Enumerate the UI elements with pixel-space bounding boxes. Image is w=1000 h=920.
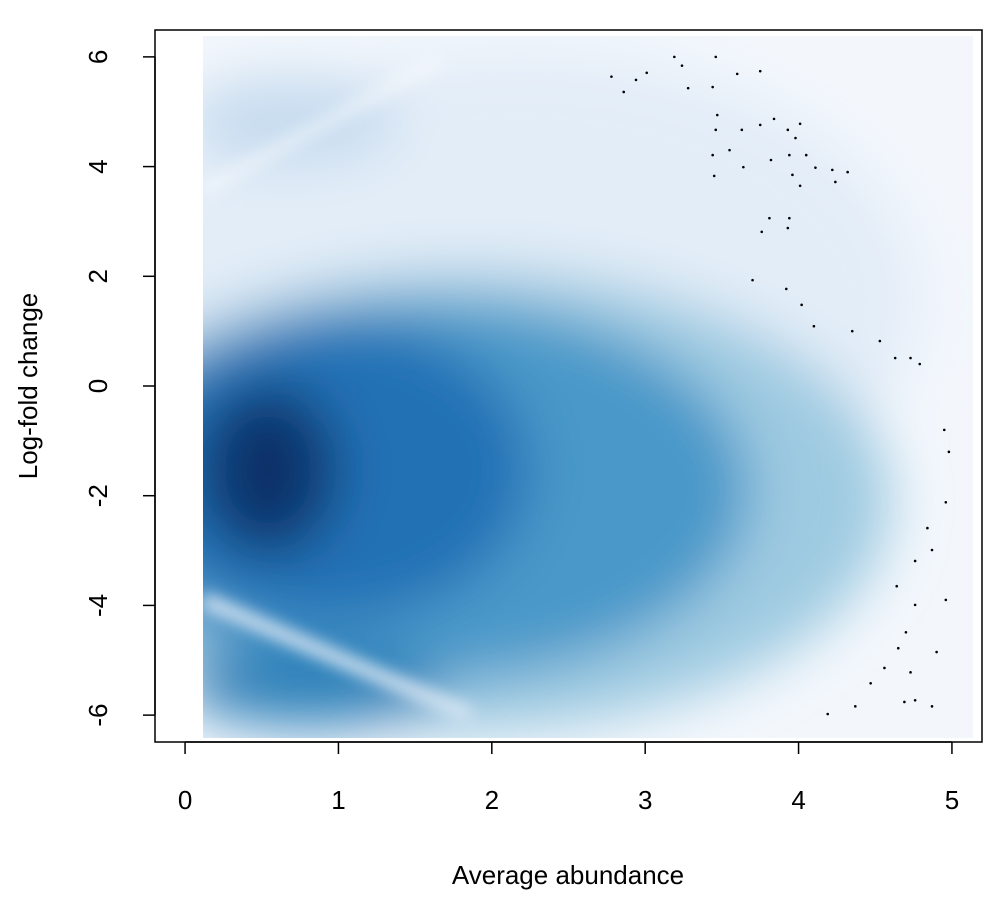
outlier-point bbox=[772, 117, 776, 121]
x-tick-label: 4 bbox=[791, 785, 805, 815]
outlier-point bbox=[634, 78, 638, 82]
outlier-point bbox=[673, 55, 676, 59]
y-tick-label: 0 bbox=[83, 379, 113, 393]
outlier-point bbox=[814, 166, 817, 169]
outlier-point bbox=[896, 646, 900, 650]
outlier-point bbox=[926, 526, 929, 530]
x-axis-title: Average abundance bbox=[452, 860, 684, 890]
y-tick-label: -6 bbox=[83, 704, 113, 727]
outlier-point bbox=[645, 71, 649, 75]
x-tick-label: 3 bbox=[638, 785, 652, 815]
outlier-point bbox=[798, 122, 802, 126]
outlier-point bbox=[913, 603, 917, 607]
y-tick-label: 6 bbox=[83, 50, 113, 64]
outlier-point bbox=[913, 559, 917, 563]
y-tick-label: 4 bbox=[83, 159, 113, 173]
outlier-point bbox=[895, 584, 899, 588]
density-layer bbox=[203, 645, 440, 725]
outlier-point bbox=[909, 356, 912, 360]
density-layer bbox=[203, 75, 400, 165]
y-tick-label: -2 bbox=[83, 484, 113, 507]
outlier-point bbox=[944, 598, 948, 602]
outlier-point bbox=[947, 450, 951, 454]
outlier-point bbox=[786, 128, 790, 132]
outlier-point bbox=[944, 500, 948, 504]
outlier-point bbox=[804, 153, 808, 157]
outlier-point bbox=[714, 55, 718, 59]
outlier-point bbox=[714, 128, 718, 132]
outlier-point bbox=[784, 287, 788, 291]
outlier-point bbox=[869, 682, 872, 685]
x-tick-label: 0 bbox=[178, 785, 192, 815]
outlier-point bbox=[791, 173, 794, 177]
outlier-point bbox=[742, 165, 745, 169]
outlier-point bbox=[712, 174, 716, 178]
outlier-point bbox=[786, 226, 790, 230]
outlier-point bbox=[711, 85, 714, 89]
outlier-point bbox=[854, 705, 857, 708]
outlier-point bbox=[728, 148, 731, 152]
outlier-point bbox=[918, 362, 922, 366]
outlier-point bbox=[831, 168, 834, 172]
outlier-point bbox=[812, 324, 816, 328]
outlier-point bbox=[788, 153, 791, 157]
outlier-point bbox=[758, 69, 762, 73]
outlier-point bbox=[935, 650, 938, 654]
outlier-point bbox=[846, 170, 849, 174]
outlier-point bbox=[798, 184, 802, 188]
outlier-point bbox=[686, 86, 690, 90]
x-tick-label: 1 bbox=[331, 785, 345, 815]
outlier-point bbox=[711, 153, 714, 157]
outlier-point bbox=[850, 329, 854, 333]
outlier-point bbox=[740, 128, 744, 132]
y-axis-title: Log-fold change bbox=[13, 293, 43, 479]
outlier-point bbox=[883, 666, 886, 670]
density bbox=[203, 36, 973, 738]
outlier-point bbox=[788, 216, 791, 220]
y-tick-label: -4 bbox=[83, 594, 113, 617]
outlier-point bbox=[904, 630, 908, 634]
outlier-point bbox=[903, 700, 906, 704]
outlier-point bbox=[715, 113, 719, 117]
outlier-point bbox=[893, 356, 897, 360]
density-gap bbox=[203, 55, 443, 195]
outlier-point bbox=[769, 158, 773, 162]
outlier-point bbox=[758, 123, 762, 127]
outlier-point bbox=[622, 90, 626, 94]
outlier-point bbox=[909, 671, 912, 674]
outlier-point bbox=[751, 278, 754, 282]
outlier-point bbox=[930, 548, 934, 552]
x-tick-label: 2 bbox=[485, 785, 499, 815]
density-layer bbox=[203, 385, 338, 555]
outlier-point bbox=[942, 428, 946, 432]
outlier-point bbox=[800, 303, 803, 307]
outlier-point bbox=[878, 339, 882, 343]
outlier-point bbox=[913, 699, 917, 702]
x-tick-label: 5 bbox=[945, 785, 959, 815]
outlier-point bbox=[768, 216, 771, 220]
outlier-point bbox=[930, 705, 934, 708]
outlier-point bbox=[834, 180, 837, 184]
outlier-point bbox=[826, 712, 830, 716]
outlier-point bbox=[794, 136, 797, 140]
outlier-point bbox=[735, 72, 739, 76]
outlier-point bbox=[760, 230, 764, 234]
outlier-point bbox=[610, 75, 613, 78]
y-tick-label: 2 bbox=[83, 269, 113, 283]
density-gap bbox=[203, 593, 473, 722]
outlier-point bbox=[680, 64, 684, 67]
